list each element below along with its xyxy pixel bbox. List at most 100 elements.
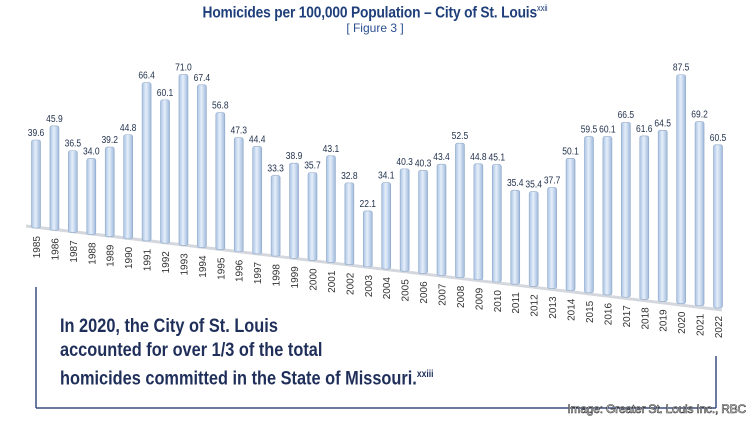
data-label: 32.8 [341, 170, 358, 181]
data-label: 47.3 [230, 125, 247, 136]
bar-2018 [639, 135, 650, 300]
x-tick-label: 1988 [87, 242, 98, 265]
bar-1991 [141, 82, 152, 242]
x-tick-label: 2022 [714, 315, 725, 338]
data-label: 39.6 [28, 127, 45, 138]
data-label: 34.1 [378, 170, 395, 181]
bar-2020 [676, 74, 686, 304]
bar-1989 [104, 146, 115, 237]
bar-2012 [528, 191, 539, 287]
data-label: 37.7 [544, 175, 561, 186]
data-label: 33.3 [267, 163, 284, 174]
bar-2000 [307, 172, 318, 261]
x-tick-label: 1994 [198, 255, 209, 278]
x-tick-label: 1990 [124, 246, 135, 269]
bar-1988 [86, 158, 97, 235]
bar-2005 [399, 168, 410, 272]
bar-2003 [362, 210, 373, 268]
x-tick-label: 1987 [69, 240, 80, 263]
x-tick-label: 1998 [272, 264, 283, 287]
x-tick-label: 2019 [659, 309, 670, 332]
data-label: 35.7 [304, 160, 321, 171]
data-label: 39.2 [101, 134, 118, 145]
data-label: 66.5 [618, 110, 635, 121]
data-label: 69.2 [691, 109, 708, 120]
data-label: 52.5 [452, 131, 469, 142]
bar-1985 [31, 139, 41, 229]
x-tick-label: 2021 [696, 313, 707, 336]
x-tick-label: 2009 [474, 287, 485, 310]
x-tick-label: 2011 [511, 292, 522, 314]
data-label: 44.4 [249, 134, 266, 145]
x-tick-label: 2001 [327, 270, 338, 293]
data-label: 44.8 [120, 122, 137, 133]
x-tick-label: 1989 [106, 244, 117, 267]
data-label: 44.8 [470, 151, 487, 162]
bar-2002 [344, 182, 355, 266]
callout-line: In 2020, the City of St. Louis [60, 316, 278, 337]
x-tick-label: 2006 [419, 281, 430, 304]
bar-1990 [123, 134, 133, 240]
bar-2015 [584, 136, 594, 294]
data-label: 87.5 [673, 62, 690, 73]
x-tick-label: 2000 [308, 268, 319, 291]
bar-2014 [565, 158, 576, 291]
bar-1996 [233, 137, 244, 253]
data-label: 67.4 [194, 72, 211, 83]
x-tick-label: 1985 [32, 236, 43, 259]
callout-line: accounted for over 1/3 of the total [60, 340, 323, 361]
bar-1995 [215, 112, 226, 250]
x-tick-label: 1992 [161, 251, 172, 274]
x-tick-label: 1991 [143, 249, 154, 272]
data-label: 59.5 [581, 124, 598, 135]
data-label: 50.1 [562, 146, 579, 157]
x-tick-label: 2015 [585, 300, 596, 323]
data-label: 66.4 [138, 70, 155, 81]
bar-2013 [547, 187, 557, 289]
bar-1986 [49, 125, 60, 231]
x-tick-label: 1993 [179, 253, 190, 276]
bar-2022 [713, 144, 723, 309]
x-tick-label: 2013 [548, 296, 559, 319]
bar-2017 [621, 121, 631, 298]
data-label: 60.1 [157, 87, 174, 98]
x-tick-label: 2018 [640, 307, 651, 330]
bar-1987 [68, 150, 78, 233]
bar-2008 [455, 142, 465, 278]
data-label: 36.5 [65, 138, 82, 149]
bar-1993 [178, 74, 189, 246]
x-tick-label: 2005 [401, 279, 412, 302]
x-tick-label: 2012 [530, 294, 541, 317]
x-tick-label: 1997 [253, 261, 264, 284]
x-tick-label: 2010 [493, 290, 504, 313]
x-tick-label: 1995 [216, 257, 227, 280]
data-label: 34.0 [83, 146, 100, 157]
x-tick-label: 2007 [438, 283, 449, 306]
data-label: 60.1 [599, 124, 616, 135]
x-tick-label: 2003 [364, 274, 375, 297]
x-tick-label: 1986 [50, 238, 61, 261]
data-label: 35.4 [507, 178, 524, 189]
x-tick-label: 2016 [603, 303, 614, 326]
data-label: 40.3 [396, 156, 413, 167]
data-label: 38.9 [286, 151, 303, 162]
x-tick-label: 2002 [345, 272, 356, 295]
x-tick-label: 1999 [290, 266, 301, 289]
data-label: 64.5 [654, 118, 671, 129]
bar-1998 [270, 175, 281, 257]
data-label: 45.9 [46, 113, 63, 124]
data-label: 43.4 [433, 152, 450, 163]
data-label: 61.6 [636, 123, 653, 134]
callout-text: In 2020, the City of St. Louis accounted… [60, 315, 507, 391]
bar-2010 [492, 164, 502, 283]
bar-2011 [510, 189, 521, 285]
bar-1994 [197, 84, 207, 248]
data-label: 35.4 [525, 179, 542, 190]
bar-2016 [602, 136, 613, 296]
bar-2007 [436, 163, 447, 276]
callout-line: homicides committed in the State of Miss… [60, 368, 434, 390]
chart-subtitle: [ Figure 3 ] [346, 21, 404, 35]
x-tick-label: 2017 [622, 305, 633, 328]
bar-1997 [252, 146, 262, 255]
chart-title: Homicides per 100,000 Population – City … [202, 3, 548, 22]
